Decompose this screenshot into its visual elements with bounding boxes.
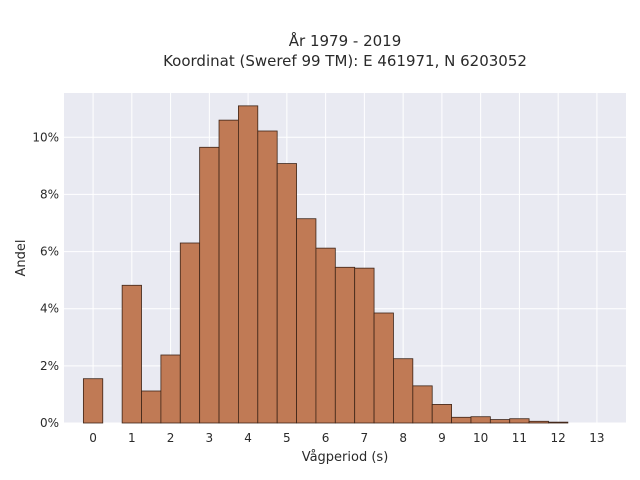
histogram-bar (276, 163, 297, 424)
chart-title-line-1: År 1979 - 2019 (289, 31, 402, 50)
histogram-bar (160, 354, 181, 424)
x-tick-label: 9 (438, 431, 446, 445)
x-tick-label: 2 (167, 431, 175, 445)
x-tick-label: 3 (206, 431, 214, 445)
x-tick-label: 0 (89, 431, 97, 445)
histogram-bar (509, 418, 530, 424)
histogram-bar (82, 378, 104, 424)
y-axis-label: Andel (14, 240, 29, 277)
histogram-bar (528, 420, 549, 424)
histogram-bar (179, 242, 201, 424)
histogram-bar (334, 266, 356, 424)
histogram-bar (296, 218, 317, 424)
histogram-bar (489, 419, 511, 424)
histogram-bar (199, 146, 220, 424)
histogram-bar (470, 416, 491, 424)
x-tick-label: 10 (473, 431, 488, 445)
x-tick-label: 6 (322, 431, 330, 445)
y-tick-label: 10% (32, 130, 59, 144)
x-tick-label: 5 (283, 431, 291, 445)
histogram-bar (238, 105, 259, 424)
chart-title-line-2: Koordinat (Sweref 99 TM): E 461971, N 62… (163, 52, 527, 70)
x-axis-label: Vågperiod (s) (302, 450, 389, 465)
y-tick-label: 4% (40, 302, 59, 316)
x-tick-label: 13 (589, 431, 604, 445)
x-tick-label: 12 (551, 431, 566, 445)
histogram-bar (354, 267, 375, 424)
y-tick-label: 2% (40, 359, 59, 373)
x-tick-label: 8 (399, 431, 407, 445)
histogram-bar (393, 358, 414, 424)
histogram-bar (121, 284, 142, 424)
x-tick-label: 1 (128, 431, 136, 445)
histogram-bar (257, 130, 278, 424)
histogram-bar (218, 119, 239, 424)
histogram-bar (548, 421, 569, 424)
bars (82, 105, 569, 424)
histogram-bar (141, 390, 162, 424)
y-tick-label: 6% (40, 245, 59, 259)
x-tick-label: 4 (244, 431, 252, 445)
x-tick-label: 7 (361, 431, 369, 445)
histogram-bar (431, 404, 452, 424)
y-axis-ticks: 0% 2% 4% 6% 8% 10% (32, 130, 59, 430)
histogram-bar (412, 385, 433, 424)
y-tick-label: 0% (40, 416, 59, 430)
x-axis-ticks: 0 1 2 3 4 5 6 7 8 9 10 11 12 13 (89, 431, 604, 445)
x-tick-label: 11 (512, 431, 527, 445)
y-tick-label: 8% (40, 187, 59, 201)
histogram-bar (315, 247, 336, 424)
histogram-bar (451, 416, 472, 424)
histogram-bar (373, 312, 394, 424)
